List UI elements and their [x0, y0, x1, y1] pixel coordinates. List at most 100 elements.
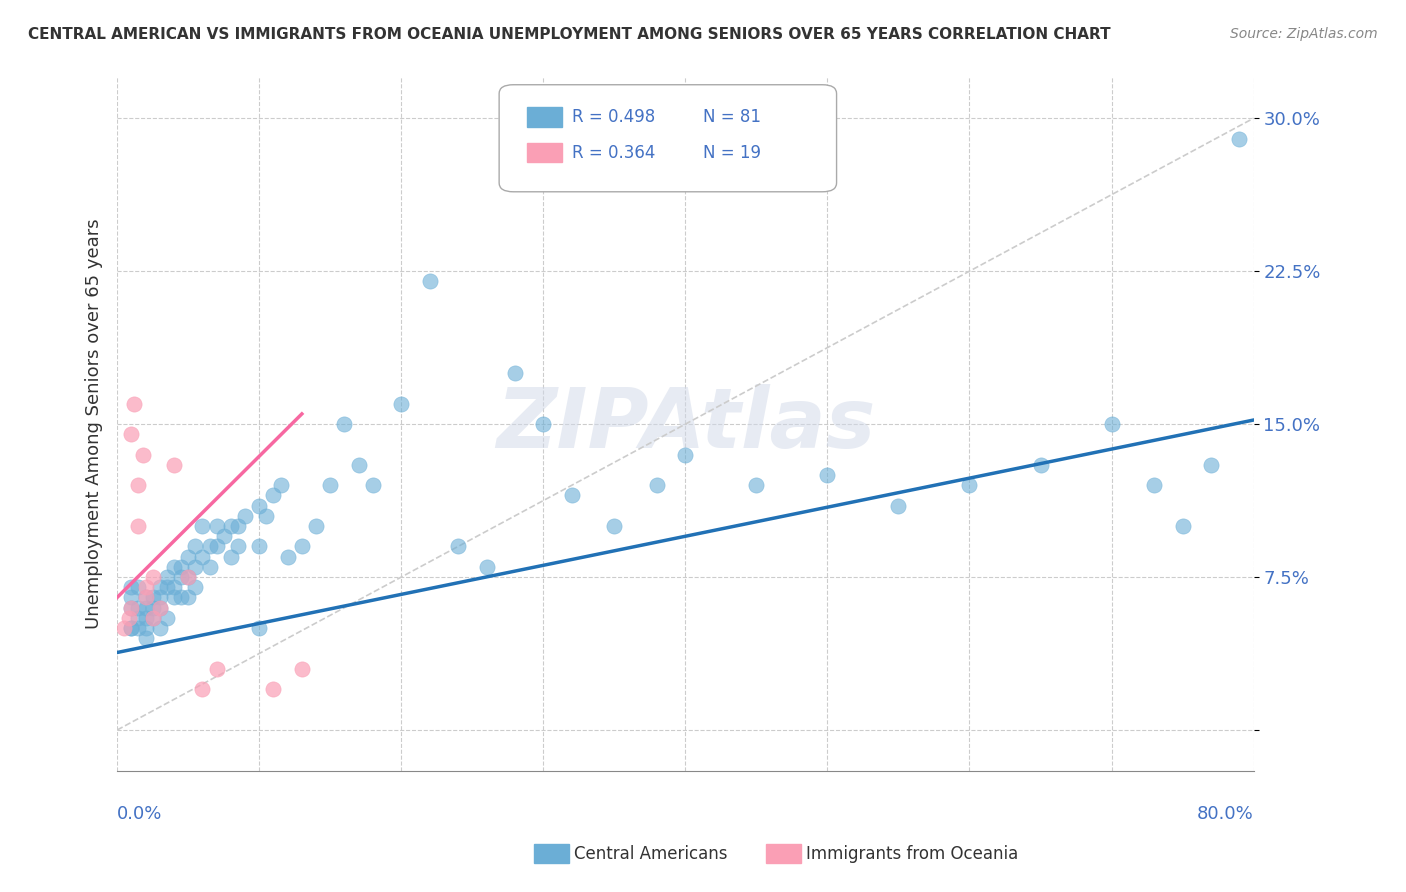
- Point: [135, 631, 157, 645]
- Text: Immigrants from Oceania: Immigrants from Oceania: [806, 845, 1018, 863]
- Point: [959, 478, 981, 492]
- Point: [149, 591, 172, 605]
- Point: [205, 662, 228, 676]
- Point: [673, 448, 696, 462]
- Text: CENTRAL AMERICAN VS IMMIGRANTS FROM OCEANIA UNEMPLOYMENT AMONG SENIORS OVER 65 Y: CENTRAL AMERICAN VS IMMIGRANTS FROM OCEA…: [28, 27, 1111, 42]
- Point: [247, 499, 270, 513]
- Point: [226, 519, 249, 533]
- Point: [887, 499, 910, 513]
- Point: [156, 580, 179, 594]
- Text: 0.0%: 0.0%: [117, 805, 163, 823]
- Point: [333, 417, 356, 431]
- Point: [135, 580, 157, 594]
- Point: [531, 417, 554, 431]
- Point: [142, 591, 165, 605]
- Point: [191, 519, 214, 533]
- Point: [142, 611, 165, 625]
- Point: [142, 570, 165, 584]
- Point: [120, 600, 142, 615]
- Point: [120, 591, 142, 605]
- Point: [163, 580, 186, 594]
- Text: Source: ZipAtlas.com: Source: ZipAtlas.com: [1230, 27, 1378, 41]
- Point: [1029, 458, 1052, 472]
- Point: [319, 478, 342, 492]
- Point: [389, 397, 412, 411]
- Point: [170, 559, 193, 574]
- Point: [198, 540, 221, 554]
- Point: [117, 611, 139, 625]
- Text: N = 19: N = 19: [703, 144, 761, 161]
- Point: [226, 540, 249, 554]
- Point: [277, 549, 299, 564]
- Point: [170, 570, 193, 584]
- Point: [163, 458, 186, 472]
- Y-axis label: Unemployment Among Seniors over 65 years: Unemployment Among Seniors over 65 years: [86, 219, 103, 630]
- Point: [120, 600, 142, 615]
- Point: [128, 621, 150, 635]
- Point: [247, 540, 270, 554]
- Point: [132, 448, 155, 462]
- Point: [120, 427, 142, 442]
- Point: [128, 600, 150, 615]
- Point: [745, 478, 768, 492]
- Point: [205, 519, 228, 533]
- Point: [1229, 131, 1251, 145]
- Point: [170, 591, 193, 605]
- Point: [184, 559, 207, 574]
- Point: [177, 570, 200, 584]
- Point: [149, 600, 172, 615]
- Point: [212, 529, 235, 543]
- Text: R = 0.498: R = 0.498: [572, 108, 655, 126]
- Point: [156, 570, 179, 584]
- Point: [163, 591, 186, 605]
- Point: [561, 488, 583, 502]
- Point: [122, 397, 145, 411]
- Point: [149, 600, 172, 615]
- Point: [503, 366, 526, 380]
- Point: [1143, 478, 1166, 492]
- Point: [128, 580, 150, 594]
- Point: [645, 478, 668, 492]
- Point: [262, 488, 284, 502]
- Point: [291, 662, 314, 676]
- Point: [156, 611, 179, 625]
- Point: [184, 580, 207, 594]
- Point: [219, 519, 242, 533]
- Point: [1171, 519, 1194, 533]
- Point: [135, 591, 157, 605]
- Text: R = 0.364: R = 0.364: [572, 144, 655, 161]
- Point: [191, 682, 214, 697]
- Point: [149, 621, 172, 635]
- Point: [177, 591, 200, 605]
- Text: 80.0%: 80.0%: [1197, 805, 1254, 823]
- Point: [247, 621, 270, 635]
- Point: [128, 611, 150, 625]
- Point: [205, 540, 228, 554]
- Point: [347, 458, 370, 472]
- Point: [270, 478, 292, 492]
- Text: N = 81: N = 81: [703, 108, 761, 126]
- Point: [142, 611, 165, 625]
- Point: [128, 478, 150, 492]
- Point: [128, 519, 150, 533]
- Point: [120, 580, 142, 594]
- Point: [419, 274, 441, 288]
- Point: [361, 478, 384, 492]
- Point: [191, 549, 214, 564]
- Text: Central Americans: Central Americans: [574, 845, 727, 863]
- Point: [135, 621, 157, 635]
- Point: [120, 621, 142, 635]
- Point: [135, 611, 157, 625]
- Point: [198, 559, 221, 574]
- Point: [120, 621, 142, 635]
- Point: [112, 621, 135, 635]
- Point: [603, 519, 626, 533]
- Point: [291, 540, 314, 554]
- Point: [1199, 458, 1222, 472]
- Point: [233, 508, 256, 523]
- Point: [184, 540, 207, 554]
- Point: [262, 682, 284, 697]
- Point: [177, 570, 200, 584]
- Point: [1101, 417, 1123, 431]
- Text: ZIPAtlas: ZIPAtlas: [496, 384, 875, 465]
